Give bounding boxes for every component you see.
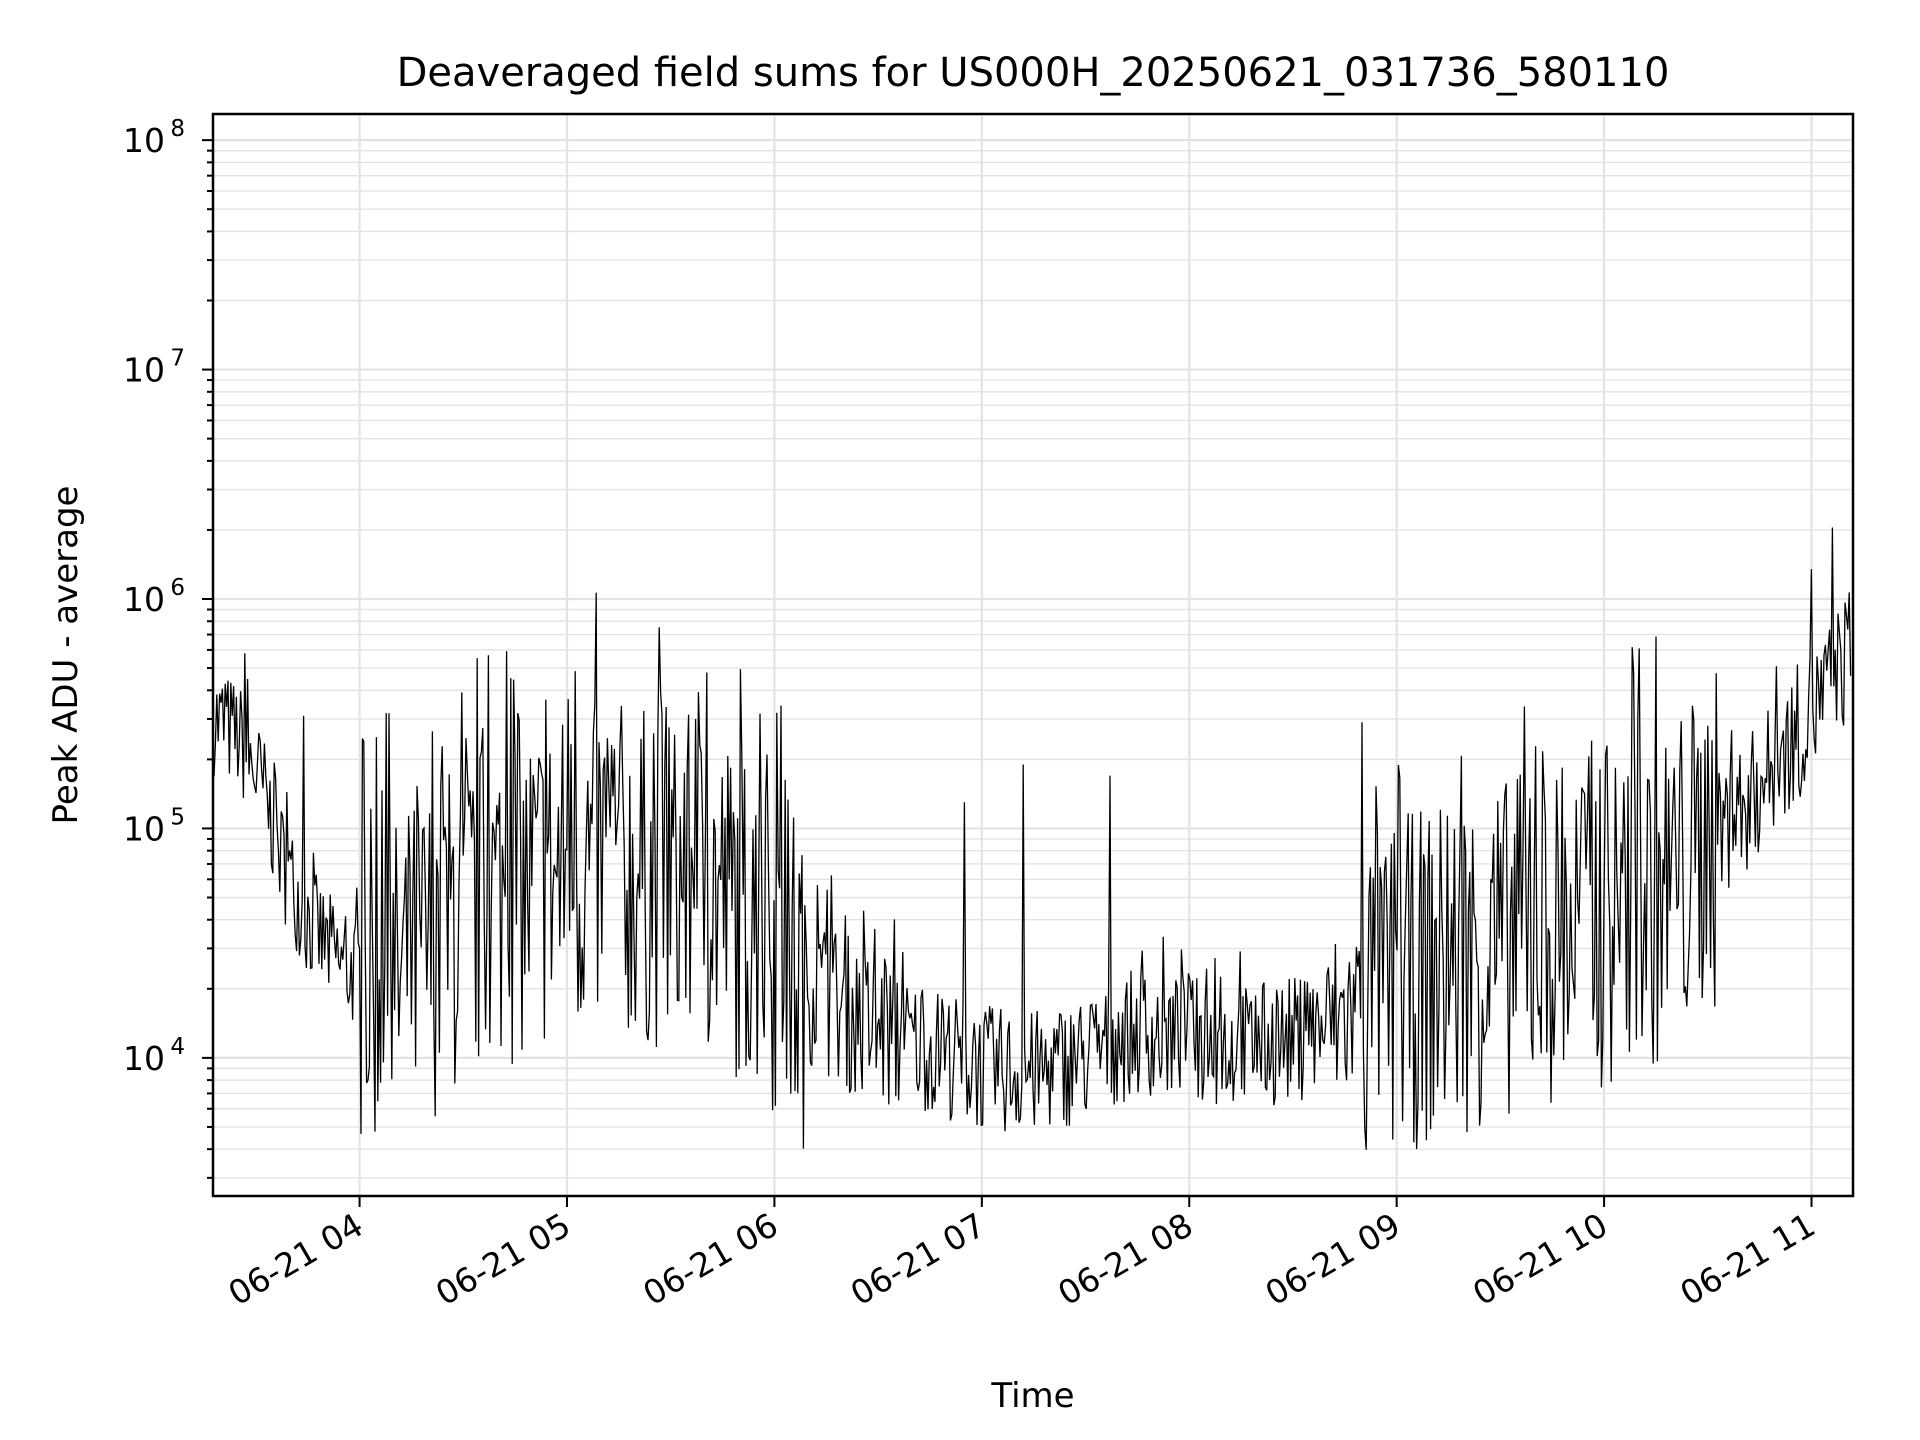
y-tick-exponent: 4 (170, 1034, 185, 1060)
y-tick-exponent: 5 (170, 804, 185, 830)
y-axis-label: Peak ADU - average (46, 486, 86, 825)
x-tick-label: 06-21 11 (1674, 1205, 1822, 1313)
y-tick-label: 10 (123, 1039, 165, 1078)
x-tick-label: 06-21 04 (222, 1205, 370, 1313)
y-tick-label: 10 (123, 809, 165, 848)
y-tick-exponent: 7 (170, 346, 185, 372)
y-tick-label: 10 (123, 121, 165, 160)
series-line (213, 527, 1852, 1150)
grid (213, 114, 1853, 1196)
y-tick-label: 10 (123, 580, 165, 619)
series-layer (213, 527, 1852, 1150)
plot-frame (211, 112, 1855, 1198)
y-tick-label: 10 (123, 351, 165, 390)
x-axis: 06-21 04 06-21 05 06-21 06 06-21 07 06-21 08… (222, 1196, 1822, 1313)
x-tick-label: 06-21 08 (1051, 1205, 1199, 1313)
y-tick-exponent: 8 (170, 116, 185, 142)
x-axis-label: Time (990, 1376, 1074, 1416)
x-tick-label: 06-21 10 (1466, 1205, 1614, 1313)
y-tick-exponent: 6 (170, 575, 185, 601)
x-tick-label: 06-21 06 (636, 1205, 784, 1313)
x-tick-label: 06-21 07 (844, 1205, 992, 1313)
chart-title: Deaveraged field sums for US000H_2025062… (397, 50, 1670, 96)
x-tick-label: 06-21 09 (1259, 1205, 1407, 1313)
x-tick-label: 06-21 05 (429, 1205, 577, 1313)
